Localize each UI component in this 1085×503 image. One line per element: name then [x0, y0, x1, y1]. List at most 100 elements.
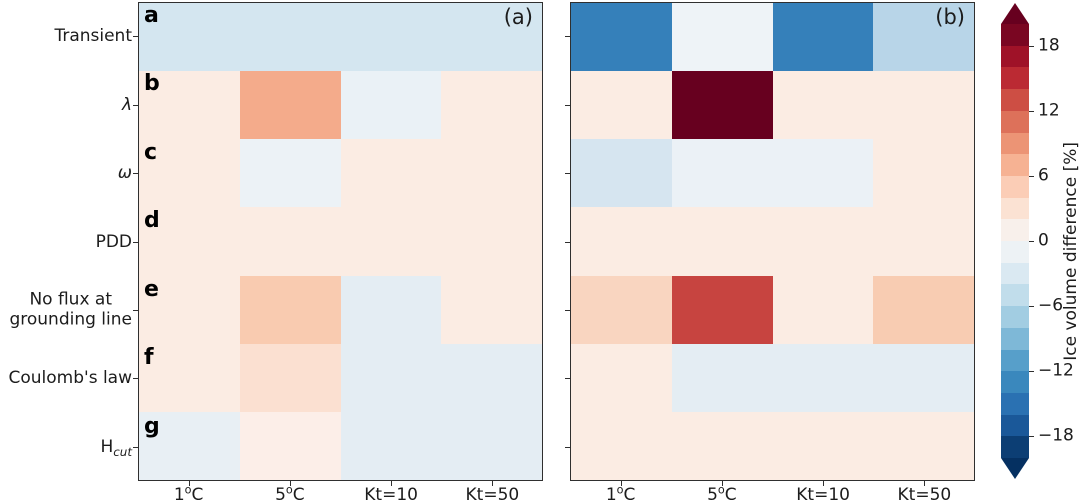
- colorbar-segment: [1001, 349, 1029, 372]
- heatmap-cell: [139, 71, 240, 140]
- x-tick-label: Kt=50: [465, 485, 520, 503]
- heatmap-cell: [239, 207, 341, 276]
- row-letter: a: [144, 3, 159, 28]
- heatmap-cell: [671, 411, 773, 480]
- colorbar-segment: [1001, 154, 1029, 176]
- x-tick-label: 5oC: [707, 483, 737, 503]
- row-letter: c: [144, 139, 158, 165]
- heatmap-cell: [772, 207, 874, 276]
- heatmap-cell: [772, 71, 874, 140]
- row-label: ω: [117, 162, 132, 183]
- row-letter: e: [144, 276, 159, 302]
- colorbar-extend-arrow-down: [1001, 458, 1029, 479]
- heatmap-cell: [873, 71, 974, 140]
- colorbar-segment: [1001, 392, 1029, 415]
- x-axis-tick: [492, 481, 494, 486]
- y-axis-tick: [133, 378, 138, 380]
- y-axis-tick: [133, 173, 138, 175]
- colorbar-tick-label: 0: [1038, 230, 1049, 251]
- heatmap-cell: [340, 139, 442, 208]
- heatmap-cell: [239, 139, 341, 208]
- colorbar-tick: [1029, 45, 1034, 47]
- y-axis-tick: [133, 104, 138, 106]
- heatmap-cell: [139, 139, 240, 208]
- heatmap-cell: [441, 71, 542, 140]
- y-axis-tick: [133, 241, 138, 243]
- heatmap-cell: [873, 139, 974, 208]
- heatmap-cell: [873, 3, 974, 72]
- heatmap-cell: [571, 139, 672, 208]
- colorbar-segment: [1001, 241, 1029, 263]
- x-axis-tick: [823, 481, 825, 486]
- colorbar-segment: [1001, 197, 1029, 220]
- heatmap-cell: [772, 139, 874, 208]
- heatmap-cell: [239, 3, 341, 72]
- colorbar-segment: [1001, 45, 1029, 68]
- heatmap-cell: [571, 275, 672, 344]
- heatmap-cell: [340, 343, 442, 412]
- heatmap-cell: [671, 3, 773, 72]
- x-axis-tick: [924, 481, 926, 486]
- colorbar-segment: [1001, 327, 1029, 350]
- heatmap-cell: [873, 411, 974, 480]
- colorbar-tick-label: −6: [1038, 295, 1064, 316]
- x-axis-tick: [188, 481, 190, 486]
- y-axis-tick: [565, 36, 570, 38]
- colorbar-segment: [1001, 436, 1029, 459]
- heatmap-cell: [571, 207, 672, 276]
- y-axis-tick: [133, 309, 138, 311]
- x-axis-tick: [289, 481, 291, 486]
- heatmap-cell: [671, 71, 773, 140]
- x-tick-label: Kt=10: [364, 485, 418, 503]
- heatmap-cell: [671, 139, 773, 208]
- colorbar-segment: [1001, 306, 1029, 328]
- heatmap-cell: [340, 3, 442, 72]
- y-axis-tick: [565, 241, 570, 243]
- heatmap-cell: [139, 207, 240, 276]
- x-tick-label: 5oC: [275, 483, 305, 503]
- x-axis-tick: [721, 481, 723, 486]
- y-axis-tick: [133, 36, 138, 38]
- colorbar-segment: [1001, 110, 1029, 133]
- heatmap-grid-a: [139, 3, 542, 480]
- heatmap-cell: [772, 343, 874, 412]
- heatmap-cell: [139, 3, 240, 72]
- colorbar-tick-label: −12: [1038, 360, 1074, 381]
- heatmap-cell: [571, 71, 672, 140]
- colorbar-title: Ice volume difference [%]: [1061, 142, 1081, 361]
- heatmap-cell: [571, 411, 672, 480]
- colorbar-tick-label: 6: [1038, 165, 1049, 186]
- colorbar-tick-label: 18: [1038, 35, 1060, 56]
- heatmap-cell: [873, 275, 974, 344]
- heatmap-cell: [239, 411, 341, 480]
- x-tick-label: Kt=50: [897, 485, 952, 503]
- heatmap-cell: [772, 275, 874, 344]
- y-axis-tick: [565, 309, 570, 311]
- row-label: PDD: [95, 231, 132, 252]
- heatmap-cell: [873, 207, 974, 276]
- colorbar-segment: [1001, 67, 1029, 90]
- heatmap-cell: [239, 71, 341, 140]
- heatmap-cell: [671, 343, 773, 412]
- y-axis-tick: [565, 378, 570, 380]
- row-label: Transient: [54, 26, 132, 47]
- x-axis-tick: [391, 481, 393, 486]
- y-axis-tick: [565, 446, 570, 448]
- colorbar-tick: [1029, 241, 1034, 242]
- colorbar-segment: [1001, 371, 1029, 393]
- heatmap-cell: [441, 275, 542, 344]
- heatmap-panel-b: (b): [570, 2, 975, 481]
- x-tick-label: Kt=10: [796, 485, 850, 503]
- x-tick-label: 1oC: [173, 483, 204, 503]
- heatmap-cell: [772, 411, 874, 480]
- colorbar-segment: [1001, 89, 1029, 111]
- row-label: λ: [121, 94, 132, 115]
- heatmap-cell: [239, 275, 341, 344]
- panel-tag-a: (a): [503, 5, 533, 29]
- y-axis-tick: [565, 173, 570, 175]
- colorbar-tick: [1029, 436, 1034, 438]
- colorbar-extend-arrow-up: [1001, 3, 1029, 24]
- heatmap-panel-a: (a) a b c d e f g: [138, 2, 543, 481]
- colorbar-segment: [1001, 262, 1029, 285]
